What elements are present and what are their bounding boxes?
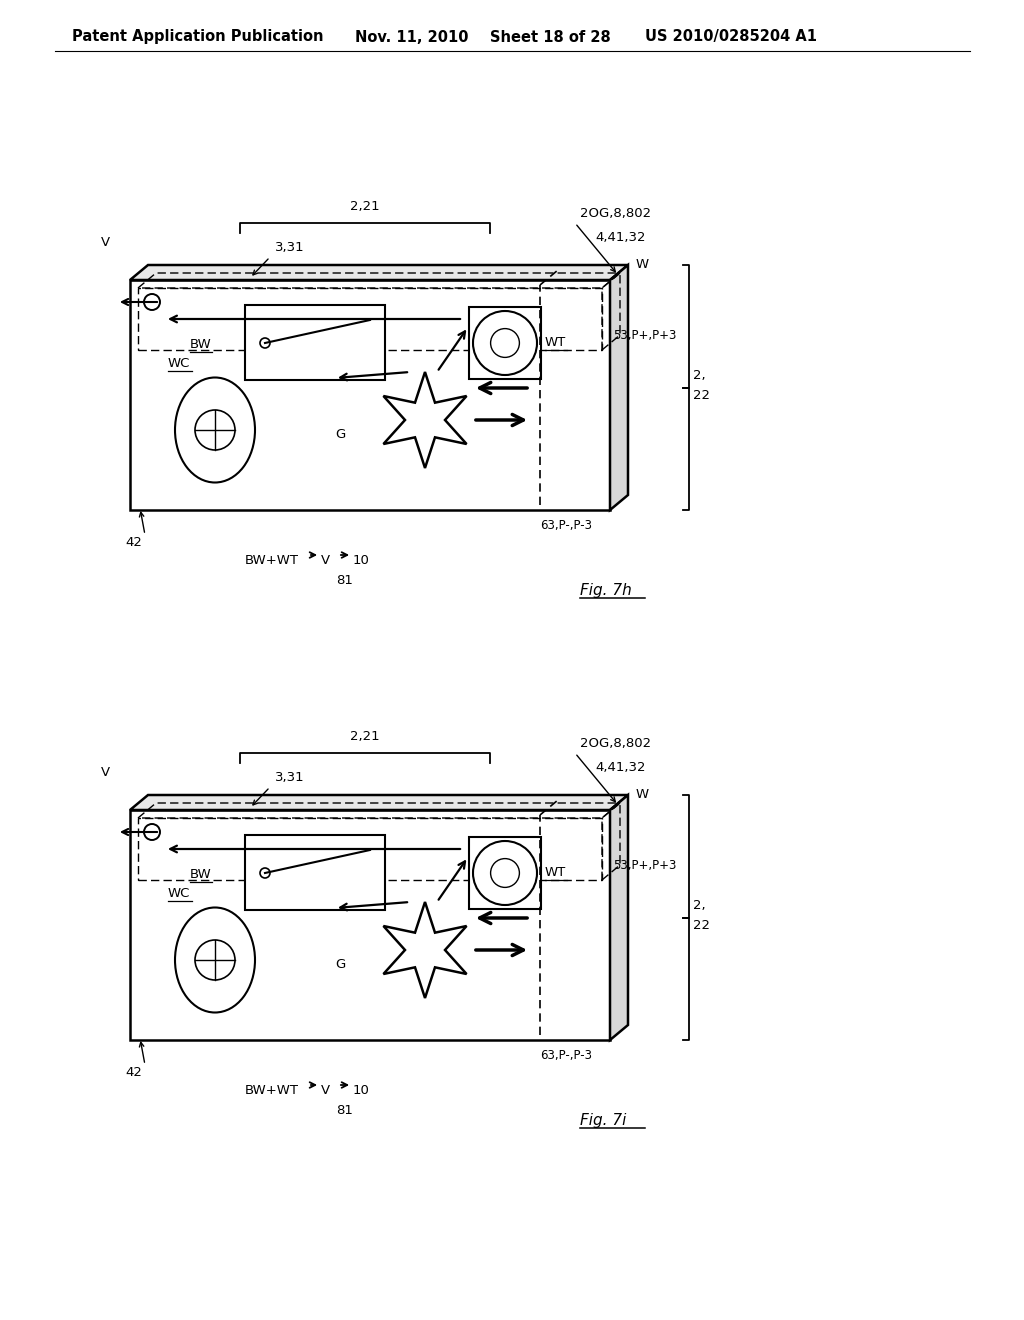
Text: Sheet 18 of 28: Sheet 18 of 28 [490,29,610,45]
Text: Fig. 7h: Fig. 7h [580,582,632,598]
Circle shape [473,312,537,375]
Text: 2OG,8,802: 2OG,8,802 [580,737,651,750]
Text: BW+WT: BW+WT [245,553,299,566]
Polygon shape [130,265,628,280]
Text: BW+WT: BW+WT [245,1084,299,1097]
Text: WC: WC [168,887,190,900]
Text: 2,21: 2,21 [350,201,380,213]
Text: WC: WC [168,356,190,370]
Ellipse shape [175,378,255,483]
Text: BW: BW [190,338,212,351]
Text: WT: WT [545,866,566,879]
Text: V: V [101,236,110,249]
Text: Nov. 11, 2010: Nov. 11, 2010 [355,29,469,45]
Text: 53,P+,P+3: 53,P+,P+3 [613,329,677,342]
Bar [245,836,385,909]
Polygon shape [130,795,628,810]
Text: 81: 81 [337,573,353,586]
Text: 3,31: 3,31 [275,771,304,784]
Polygon shape [610,265,628,510]
Text: 10: 10 [353,553,370,566]
Text: 2,: 2, [693,899,706,912]
Text: 2OG,8,802: 2OG,8,802 [580,206,651,219]
Text: 22: 22 [693,389,710,403]
Circle shape [473,841,537,906]
Text: V: V [321,553,330,566]
Text: V: V [321,1084,330,1097]
Bar [469,837,541,909]
Text: US 2010/0285204 A1: US 2010/0285204 A1 [645,29,817,45]
Text: V: V [101,767,110,780]
Text: 4,41,32: 4,41,32 [595,231,645,243]
Bar [469,308,541,379]
Text: 2,21: 2,21 [350,730,380,743]
Text: 10: 10 [353,1084,370,1097]
Text: 2,: 2, [693,370,706,381]
Text: 42: 42 [125,536,142,549]
Polygon shape [383,902,467,998]
Text: 63,P-,P-3: 63,P-,P-3 [540,519,592,532]
Text: 4,41,32: 4,41,32 [595,760,645,774]
Text: 22: 22 [693,919,710,932]
Text: G: G [335,429,345,441]
Text: WT: WT [545,337,566,350]
Text: Fig. 7i: Fig. 7i [580,1113,627,1127]
Text: G: G [335,958,345,972]
Text: BW: BW [190,869,212,880]
Text: 63,P-,P-3: 63,P-,P-3 [540,1048,592,1061]
Text: 53,P+,P+3: 53,P+,P+3 [613,858,677,871]
Ellipse shape [175,908,255,1012]
Text: 3,31: 3,31 [275,240,304,253]
Text: W: W [636,259,649,272]
Text: 81: 81 [337,1104,353,1117]
Text: 42: 42 [125,1065,142,1078]
Text: Patent Application Publication: Patent Application Publication [72,29,324,45]
Text: W: W [636,788,649,801]
Bar [245,305,385,380]
Polygon shape [383,372,467,469]
Polygon shape [610,795,628,1040]
